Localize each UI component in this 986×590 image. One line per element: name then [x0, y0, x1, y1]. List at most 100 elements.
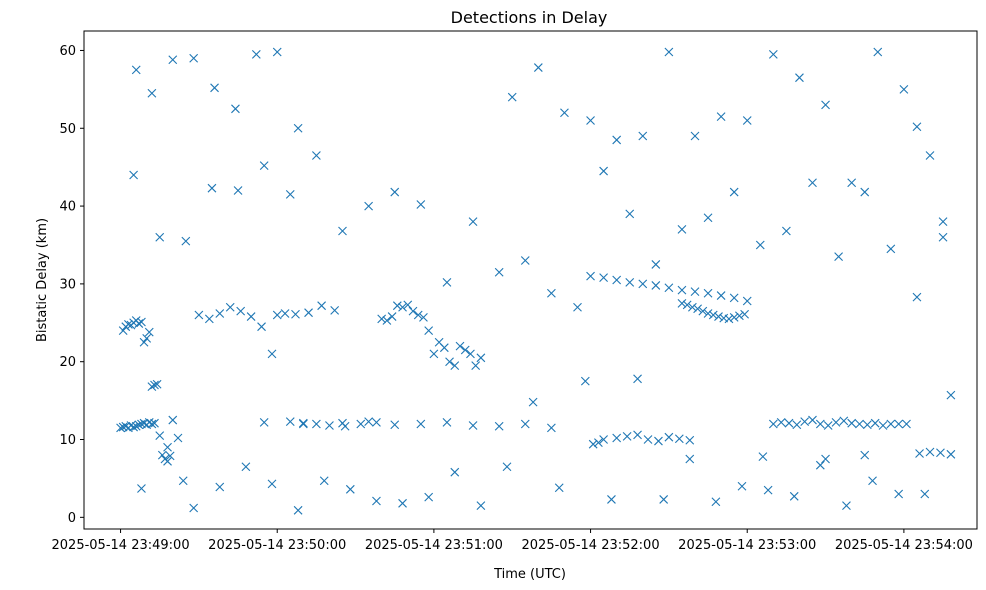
data-point: [925, 151, 935, 160]
data-point: [821, 100, 830, 110]
data-point: [178, 476, 188, 486]
data-point: [272, 310, 282, 320]
data-point: [533, 63, 543, 72]
data-point: [471, 361, 481, 370]
data-point: [643, 435, 653, 444]
data-point: [763, 485, 773, 495]
data-point: [789, 491, 799, 501]
data-point: [442, 277, 452, 287]
plot-frame: [83, 30, 978, 530]
data-point: [259, 418, 269, 427]
data-point: [419, 312, 428, 322]
data-point: [272, 47, 282, 57]
data-point: [703, 213, 713, 223]
data-point: [711, 497, 721, 507]
data-point: [403, 300, 413, 310]
data-point: [915, 449, 924, 458]
data-point: [729, 187, 739, 197]
data-point: [194, 310, 204, 320]
data-point: [588, 439, 598, 449]
data-point: [547, 423, 556, 433]
data-point: [878, 421, 888, 430]
data-point: [638, 131, 648, 141]
data-point: [413, 310, 423, 320]
data-point: [390, 420, 400, 430]
data-point: [703, 309, 713, 318]
data-point: [241, 462, 251, 472]
y-axis: 0 10 20 30 40 50 60: [59, 44, 84, 526]
data-point: [599, 166, 608, 176]
data-point: [155, 431, 165, 441]
data-point: [267, 479, 277, 489]
data-point: [408, 306, 418, 316]
data-point: [494, 421, 504, 431]
data-point: [257, 322, 266, 332]
data-point: [936, 448, 945, 458]
data-point: [293, 123, 303, 133]
y-axis-title: Bistatic Delay (km): [35, 218, 50, 342]
data-point: [839, 416, 849, 426]
data-point: [831, 418, 841, 427]
data-point: [612, 275, 622, 285]
data-point: [466, 349, 475, 359]
marker-layer: [116, 47, 956, 515]
data-point: [455, 341, 465, 351]
data-point: [147, 382, 157, 391]
data-point: [520, 256, 530, 265]
data-point: [782, 226, 791, 236]
data-point: [664, 283, 674, 293]
data-point: [607, 495, 616, 504]
data-point: [476, 353, 486, 363]
data-point: [231, 104, 240, 114]
data-point: [625, 277, 635, 287]
data-point: [622, 432, 632, 441]
data-point: [685, 454, 695, 464]
data-point: [912, 292, 922, 302]
data-point: [468, 421, 478, 430]
data-point: [599, 435, 608, 444]
data-point: [398, 498, 407, 508]
data-point: [860, 450, 870, 460]
data-point: [795, 73, 804, 83]
data-point: [168, 55, 178, 65]
data-point: [925, 447, 935, 457]
data-point: [708, 310, 718, 320]
data-point: [860, 187, 870, 197]
data-point: [207, 183, 217, 193]
data-point: [776, 418, 786, 427]
data-point: [698, 306, 708, 316]
data-point: [298, 419, 308, 429]
x-tick-label: 2025-05-14 23:51:00: [365, 538, 503, 553]
chart-title: Detections in Delay: [451, 8, 608, 27]
data-point: [800, 417, 810, 427]
data-point: [416, 419, 426, 429]
data-point: [784, 418, 794, 428]
data-point: [398, 302, 407, 312]
data-point: [703, 288, 713, 298]
data-point: [808, 178, 817, 188]
data-point: [280, 309, 290, 318]
data-point: [225, 302, 235, 312]
data-point: [144, 327, 154, 337]
data-point: [139, 337, 149, 347]
data-point: [155, 232, 165, 242]
data-point: [445, 357, 454, 367]
y-tick-label: 0: [68, 511, 76, 526]
data-point: [147, 419, 157, 429]
data-point: [293, 505, 303, 515]
data-point: [651, 260, 661, 269]
x-axis: 2025-05-14 23:49:00 2025-05-14 23:50:00 20…: [52, 529, 973, 553]
data-point: [325, 421, 334, 430]
data-point: [677, 285, 687, 295]
x-axis-title: Time (UTC): [493, 567, 566, 582]
data-point: [233, 186, 243, 195]
data-point: [737, 481, 747, 491]
data-point: [142, 333, 152, 343]
data-point: [450, 361, 460, 370]
data-point: [938, 217, 948, 227]
data-point: [123, 319, 133, 329]
data-point: [729, 293, 739, 303]
data-point: [716, 291, 726, 300]
data-point: [674, 434, 684, 444]
data-point: [693, 304, 702, 314]
